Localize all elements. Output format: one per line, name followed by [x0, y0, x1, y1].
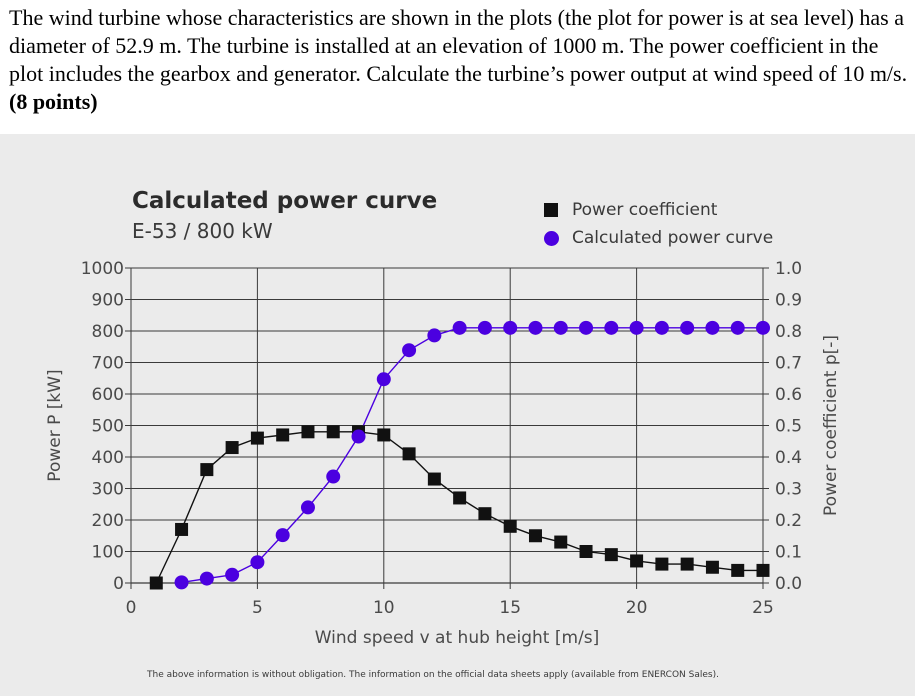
- power-curve-point: [351, 429, 366, 444]
- power-curve-point: [604, 320, 619, 335]
- power-curve-point: [654, 320, 669, 335]
- legend-item-power-curve: Calculated power curve: [544, 224, 773, 252]
- x-tick-label: 15: [499, 598, 521, 618]
- power-coefficient-point: [528, 529, 542, 543]
- y-tick-label-right: 0.2: [775, 511, 802, 531]
- y-tick-label-right: 0.8: [775, 322, 802, 342]
- y-tick-label-right: 0.0: [775, 574, 802, 594]
- series-layer: [149, 320, 770, 590]
- y-tick-label-right: 0.3: [775, 480, 802, 500]
- power-coefficient-point: [453, 491, 467, 505]
- y-tick-label-right: 0.9: [775, 291, 802, 311]
- legend-item-power-coefficient: Power coefficient: [544, 196, 773, 224]
- power-curve-point: [275, 528, 290, 543]
- power-coefficient-point: [604, 548, 618, 562]
- chart-subtitle: E-53 / 800 kW: [132, 219, 273, 243]
- y-tick-label-right: 0.1: [775, 543, 802, 563]
- y-tick-label-left: 200: [92, 511, 124, 531]
- power-coefficient-point: [630, 554, 644, 568]
- power-coefficient-point: [579, 545, 593, 558]
- series-line-power-curve: [181, 327, 763, 584]
- chart-title: Calculated power curve: [132, 188, 438, 214]
- power-curve-point: [579, 320, 594, 335]
- y-tick-label-right: 0.6: [775, 385, 802, 405]
- power-curve-point: [629, 320, 644, 335]
- y-tick-label-left: 900: [92, 291, 124, 311]
- power-coefficient-point: [731, 563, 745, 577]
- x-tick-label: 20: [626, 598, 648, 618]
- power-curve-point: [300, 500, 315, 515]
- y-tick-label-left: 100: [92, 543, 124, 563]
- power-coefficient-point: [705, 560, 719, 574]
- power-curve-point: [326, 469, 341, 484]
- power-coefficient-point: [301, 425, 315, 439]
- y-tick-label-left: 800: [92, 322, 124, 342]
- power-coefficient-point: [503, 519, 517, 533]
- y-tick-label-left: 700: [92, 354, 124, 374]
- power-coefficient-point: [149, 576, 163, 590]
- chart-legend: Power coefficient Calculated power curve: [544, 196, 773, 252]
- power-coefficient-point: [377, 428, 391, 442]
- y-tick-label-left: 400: [92, 448, 124, 468]
- y-tick-label-right: 0.7: [775, 354, 802, 374]
- power-coefficient-point: [655, 557, 669, 571]
- power-curve-point: [199, 571, 214, 586]
- x-tick-label: 10: [373, 598, 395, 618]
- power-curve-point: [452, 320, 467, 335]
- chart-plot: 010020030040050060070080090010000.00.10.…: [45, 259, 841, 648]
- y-tick-label-left: 1000: [81, 259, 124, 279]
- power-curve-point: [174, 575, 189, 590]
- circle-marker-icon: [544, 230, 559, 246]
- power-curve-point: [503, 320, 518, 335]
- power-coefficient-point: [427, 472, 441, 486]
- x-tick-label: 0: [126, 598, 137, 618]
- x-axis-title: Wind speed v at hub height [m/s]: [315, 628, 600, 648]
- legend-label-power-coefficient: Power coefficient: [572, 200, 718, 220]
- tick-labels: 010020030040050060070080090010000.00.10.…: [81, 259, 802, 618]
- power-coefficient-point: [756, 563, 770, 577]
- question-body: The wind turbine whose characteristics a…: [9, 5, 908, 86]
- power-curve-point: [528, 320, 543, 335]
- power-curve-point: [705, 320, 720, 335]
- power-curve-point: [756, 320, 770, 335]
- grid-lines: [125, 267, 769, 589]
- x-tick-label: 5: [252, 598, 263, 618]
- power-coefficient-point: [200, 463, 214, 477]
- chart-figure: Calculated power curve E-53 / 800 kW Pow…: [0, 134, 915, 696]
- y-tick-label-left: 500: [92, 417, 124, 437]
- power-curve-point: [730, 320, 745, 335]
- power-curve-point: [680, 320, 695, 335]
- y-tick-label-right: 0.5: [775, 417, 802, 437]
- power-curve-point: [250, 555, 265, 570]
- power-curve-point: [225, 567, 240, 582]
- power-coefficient-point: [250, 431, 264, 445]
- power-curve-point: [376, 372, 391, 387]
- series-line-power-coefficient: [155, 431, 763, 584]
- power-coefficient-point: [175, 522, 189, 536]
- square-marker-icon: [544, 203, 558, 217]
- power-curve-point: [477, 320, 492, 335]
- y-axis-title-left: Power P [kW]: [45, 369, 65, 481]
- power-coefficient-point: [402, 447, 416, 461]
- y-tick-label-right: 1.0: [775, 259, 802, 279]
- power-coefficient-point: [326, 425, 340, 439]
- power-coefficient-point: [554, 535, 568, 549]
- power-curve-point: [553, 320, 568, 335]
- legend-label-power-curve: Calculated power curve: [572, 228, 774, 248]
- power-coefficient-point: [276, 428, 290, 442]
- question-points: (8 points): [9, 89, 98, 114]
- y-tick-label-left: 300: [92, 480, 124, 500]
- power-curve-point: [427, 328, 442, 343]
- x-tick-label: 25: [752, 598, 774, 618]
- y-tick-label-left: 0: [113, 574, 124, 594]
- power-coefficient-point: [680, 557, 694, 571]
- power-coefficient-point: [478, 507, 492, 521]
- footnote: The above information is without obligat…: [147, 670, 719, 680]
- question-text: The wind turbine whose characteristics a…: [9, 4, 909, 116]
- power-curve-point: [402, 343, 417, 358]
- y-tick-label-left: 600: [92, 385, 124, 405]
- power-coefficient-point: [225, 441, 239, 455]
- y-tick-label-right: 0.4: [775, 448, 802, 468]
- y-axis-title-right: Power coefficient p[-]: [821, 335, 841, 516]
